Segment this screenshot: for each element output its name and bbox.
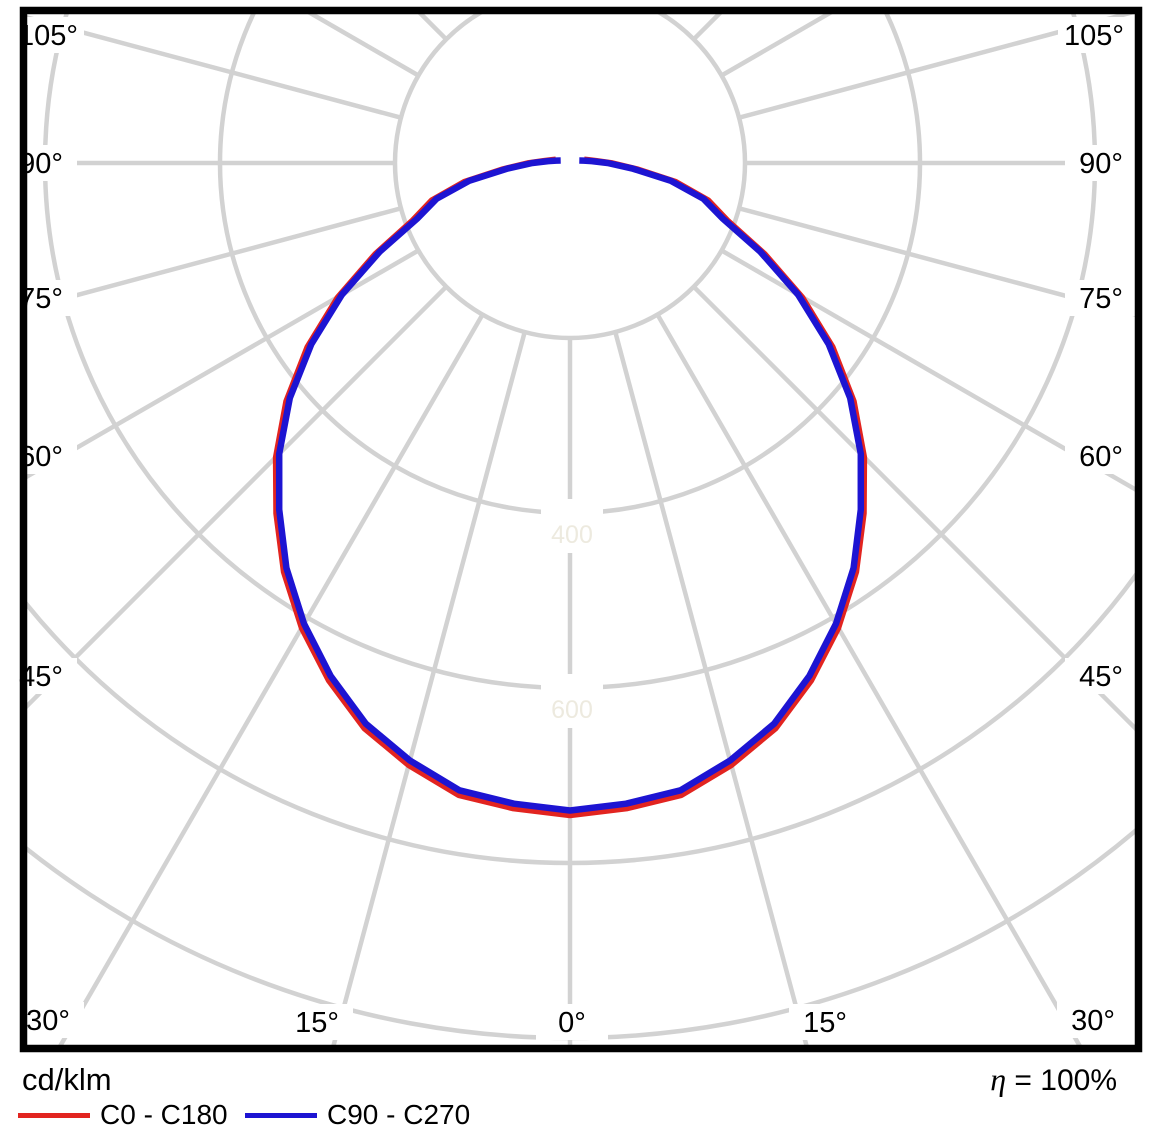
- efficiency-symbol: η: [990, 1061, 1007, 1097]
- ring-label-gap: [541, 499, 603, 553]
- efficiency-value: = 100%: [1014, 1064, 1117, 1097]
- ring-value-label: 600: [551, 696, 593, 724]
- grid-ray: [655, 313, 1082, 1045]
- grid-ray: [27, 15, 402, 120]
- grid-ray: [27, 248, 420, 480]
- grid-ray: [738, 14, 1135, 120]
- legend-label-c0-c180: C0 - C180: [100, 1099, 228, 1130]
- angle-label: 60°: [1079, 441, 1123, 473]
- angle-label-gap: [1065, 438, 1137, 474]
- grid-ray: [613, 331, 809, 1045]
- angle-label-gap: [1065, 145, 1137, 181]
- ring-value-labels: 400 600: [541, 499, 603, 728]
- grid-ray: [738, 206, 1135, 317]
- ring-value-label: 400: [551, 521, 593, 549]
- legend-swatch-c0-c180: [18, 1112, 90, 1118]
- ring-label-gap: [541, 674, 603, 728]
- angle-label-gap: [5, 145, 77, 181]
- grid-ray: [27, 206, 402, 311]
- angle-label: 105°: [18, 20, 78, 52]
- legend-item-c0-c180: C0 - C180: [18, 1099, 228, 1131]
- plot-frame: [19, 6, 1143, 1053]
- angle-label-gap: [5, 438, 77, 474]
- angle-label: 15°: [803, 1007, 847, 1039]
- grid-ray: [58, 313, 485, 1045]
- angle-label-gap: [1065, 658, 1137, 694]
- angle-label-gap: [5, 658, 77, 694]
- grid-ring: [392, 14, 748, 341]
- legend-label-c90-c270: C90 - C270: [327, 1099, 471, 1130]
- angle-label-gap: [789, 1004, 861, 1040]
- angle-label: 15°: [295, 1007, 339, 1039]
- angle-label: 45°: [1079, 661, 1123, 693]
- angle-label-gap: [1065, 280, 1137, 316]
- legend-item-c90-c270: C90 - C270: [245, 1099, 470, 1131]
- angle-label: 30°: [1071, 1005, 1115, 1037]
- angle-label-gap: [536, 1004, 608, 1040]
- curve-c90-c270: [275, 157, 865, 814]
- grid-ring: [27, 572, 1135, 866]
- angle-label-gap: [1058, 17, 1130, 53]
- angle-label-gap: [5, 280, 77, 316]
- angle-label: 90°: [1079, 148, 1123, 180]
- efficiency-label: η = 100%: [955, 1061, 1117, 1098]
- grid-ray: [720, 248, 1135, 492]
- angle-label-gap: [281, 1004, 353, 1040]
- grid-ray: [331, 331, 527, 1045]
- legend-title: cd/klm: [22, 1062, 112, 1097]
- angle-label: 75°: [1079, 283, 1123, 315]
- angle-label-gap: [1057, 1002, 1129, 1038]
- angle-label: 105°: [1064, 20, 1124, 52]
- angle-label: 30°: [26, 1005, 70, 1037]
- angle-label: 0°: [558, 1007, 586, 1039]
- legend-swatch-c90-c270: [245, 1112, 317, 1118]
